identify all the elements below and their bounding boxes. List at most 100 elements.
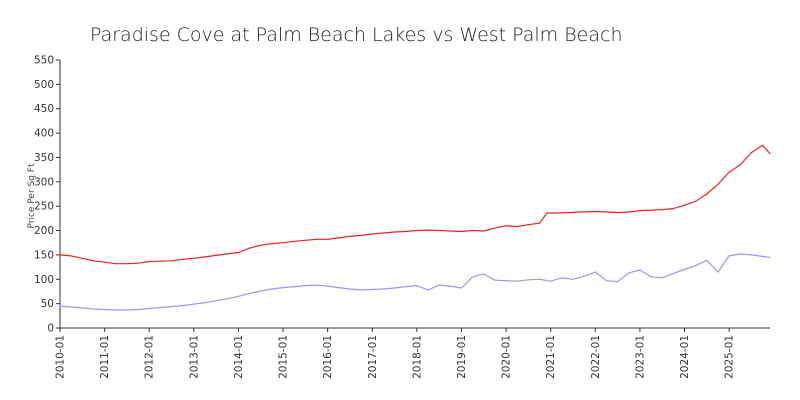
series-2-point [260,290,262,292]
series-2-point [59,305,61,307]
series-1-point [538,222,541,224]
series-1-point [769,153,771,155]
series-2-point [572,278,574,280]
y-tick-label: 500 [34,79,54,91]
series-1-point [494,227,496,229]
series-2-point [516,280,518,282]
series-layer [59,144,771,311]
series-1-point [728,171,730,173]
series-2-point [104,308,106,311]
series-2-point [394,287,396,289]
x-tick-label: 2016-01 [322,335,334,379]
series-1-point [104,261,106,263]
x-tick-label: 2023-01 [634,335,646,379]
series-1-point [260,244,262,246]
series-2-point [505,280,507,282]
series-1-point [762,144,764,146]
series-1-point [639,210,641,212]
series-2-point [527,279,530,281]
series-2-point [583,275,585,277]
series-2-point [226,298,228,300]
series-1-point [661,209,663,211]
x-tick-label: 2021-01 [545,335,557,379]
series-1-point [739,164,741,166]
x-tick-label: 2025-01 [724,335,736,379]
series-1-point [304,239,306,241]
series-1-point [683,204,686,206]
series-2-point [159,306,161,309]
series-1-point [204,256,206,258]
series-1-point [148,261,150,263]
series-2-point [360,289,362,291]
series-1-point [92,260,95,262]
series-1-point [360,234,362,236]
x-tick-label: 2014-01 [233,335,245,379]
series-1-point [557,212,559,214]
series-1-point [427,229,429,231]
x-tick-label: 2024-01 [679,335,691,379]
series-2-point [472,276,474,278]
series-1-point [650,209,652,211]
series-2-point [717,271,719,273]
y-axis-label: Price Per Sq Ft [27,163,37,228]
series-1-point [115,263,117,265]
series-2-point [483,273,485,275]
series-2-point [460,287,463,289]
y-tick-label: 450 [34,103,54,115]
series-2-point [126,309,128,311]
chart-title: Paradise Cove at Palm Beach Lakes vs Wes… [90,24,623,46]
series-2-point [494,279,496,281]
series-1-point [672,208,675,210]
y-tick-label: 0 [47,323,54,335]
series-2-point [327,285,329,287]
y-tick-label: 50 [41,298,54,310]
series-2-point [550,280,552,282]
series-1-point [193,257,195,259]
series-2-point [650,276,652,278]
series-1-point [706,193,708,195]
series-2-point [628,272,630,274]
series-1-point [81,257,83,259]
series-1-point [628,211,630,213]
series-2-point [683,268,686,271]
series-2-point [182,305,184,307]
series-line-2 [59,253,771,311]
series-1-point [338,237,340,239]
series-2-point [137,308,139,311]
series-2-point [92,308,95,310]
series-1-point [182,258,184,260]
series-2-point [315,284,318,286]
series-1-point [271,243,273,245]
series-1-point [472,229,474,232]
series-2-point [750,254,753,256]
series-2-point [215,300,217,302]
series-1-point [126,263,128,265]
series-1-point [159,260,161,262]
series-2-point [170,306,173,308]
series-2-point [728,255,730,257]
series-2-point [672,272,675,274]
series-2-point [405,286,407,288]
series-2-point [427,289,429,291]
series-2-point [271,288,273,290]
series-2-point [661,277,663,279]
series-1-point [215,254,217,256]
series-2-point [769,256,771,258]
series-1-point [371,233,373,235]
series-1-point [750,152,753,154]
series-1-point [460,230,463,233]
series-1-point [617,211,619,214]
series-1-point [505,225,507,227]
series-1-point [282,242,284,244]
series-2-point [204,302,206,304]
series-1-point [527,224,530,226]
series-1-point [59,254,61,256]
x-tick-label: 2013-01 [188,335,200,379]
series-1-point [594,210,596,213]
x-tick-label: 2022-01 [590,335,602,379]
y-tick-label: 550 [34,55,54,67]
series-2-point [349,288,351,290]
y-tick-label: 400 [34,128,54,140]
y-axis-ticks: 0 50 100 150 200 250 300 350 400 450 500 550 [34,55,60,335]
